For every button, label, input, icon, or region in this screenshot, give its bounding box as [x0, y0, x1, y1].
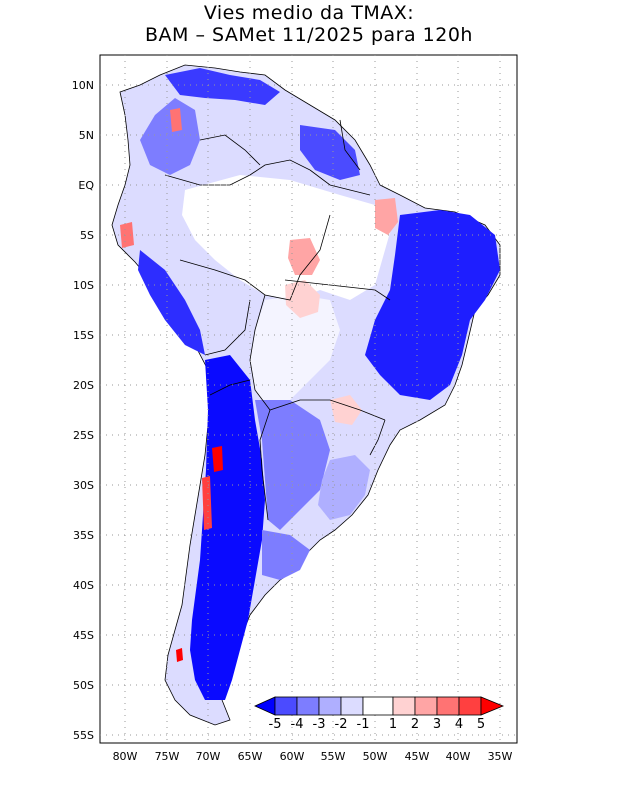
map-title-line-1: Vies medio da TMAX: [203, 2, 415, 24]
colorbar-label: 5 [477, 717, 485, 732]
colorbar-box [362, 696, 394, 716]
colorbar-label: -5 [269, 717, 282, 732]
map-title-line-2: BAM – SAMet 11/2025 para 120h [145, 24, 473, 46]
colorbar-box [392, 696, 416, 716]
colorbar-label: 3 [433, 717, 441, 732]
lat-label: 40S [73, 579, 94, 592]
colorbar-label: -1 [357, 717, 370, 732]
colorbar-label: 4 [455, 717, 463, 732]
lat-label: 15S [73, 329, 94, 342]
lat-label: 45S [73, 629, 94, 642]
colorbar-box [414, 696, 438, 716]
colorbar-box [340, 696, 364, 716]
lat-label: 35S [73, 529, 94, 542]
colorbar-label: 1 [389, 717, 397, 732]
lat-label: 5N [79, 129, 94, 142]
latitude-axis: 10N 5N EQ 5S 10S 15S 20S 25S 30S 35S 40S… [72, 79, 95, 742]
lat-label: EQ [78, 179, 94, 192]
lat-label: 20S [73, 379, 94, 392]
colorbar-box [296, 696, 320, 716]
lat-label: 5S [80, 229, 94, 242]
lon-label: 35W [488, 750, 513, 763]
lon-label: 55W [321, 750, 346, 763]
lon-label: 80W [113, 750, 138, 763]
colorbar-box [318, 696, 342, 716]
lon-label: 50W [363, 750, 388, 763]
colorbar-box [458, 696, 482, 716]
neutral-region-amazon [182, 175, 395, 300]
colorbar: -5 -4 -3 -2 -1 1 2 3 4 5 [254, 696, 505, 732]
lat-label: 50S [73, 679, 94, 692]
lon-label: 45W [405, 750, 430, 763]
lat-label: 25S [73, 429, 94, 442]
colorbar-label: -3 [313, 717, 326, 732]
lon-label: 60W [280, 750, 305, 763]
colorbar-label: -4 [291, 717, 304, 732]
lat-label: 30S [73, 479, 94, 492]
lon-label: 65W [238, 750, 263, 763]
longitude-axis: 80W 75W 70W 65W 60W 55W 50W 45W 40W 35W [113, 750, 513, 763]
lat-label: 10N [72, 79, 94, 92]
colorbar-label: -2 [335, 717, 348, 732]
lon-label: 75W [155, 750, 180, 763]
colorbar-box [436, 696, 460, 716]
bias-negative-mid [255, 400, 370, 580]
country-borders [164, 119, 391, 521]
colorbar-label: 2 [411, 717, 419, 732]
bias-positive [120, 108, 398, 662]
lat-label: 55S [73, 729, 94, 742]
graticule [100, 55, 517, 743]
lon-label: 70W [196, 750, 221, 763]
colorbar-arrow-right [480, 696, 505, 716]
lon-label: 40W [446, 750, 471, 763]
colorbar-box [274, 696, 298, 716]
lat-label: 10S [73, 279, 94, 292]
bias-negative-strong [138, 68, 500, 700]
neutral-region-central [250, 295, 340, 410]
